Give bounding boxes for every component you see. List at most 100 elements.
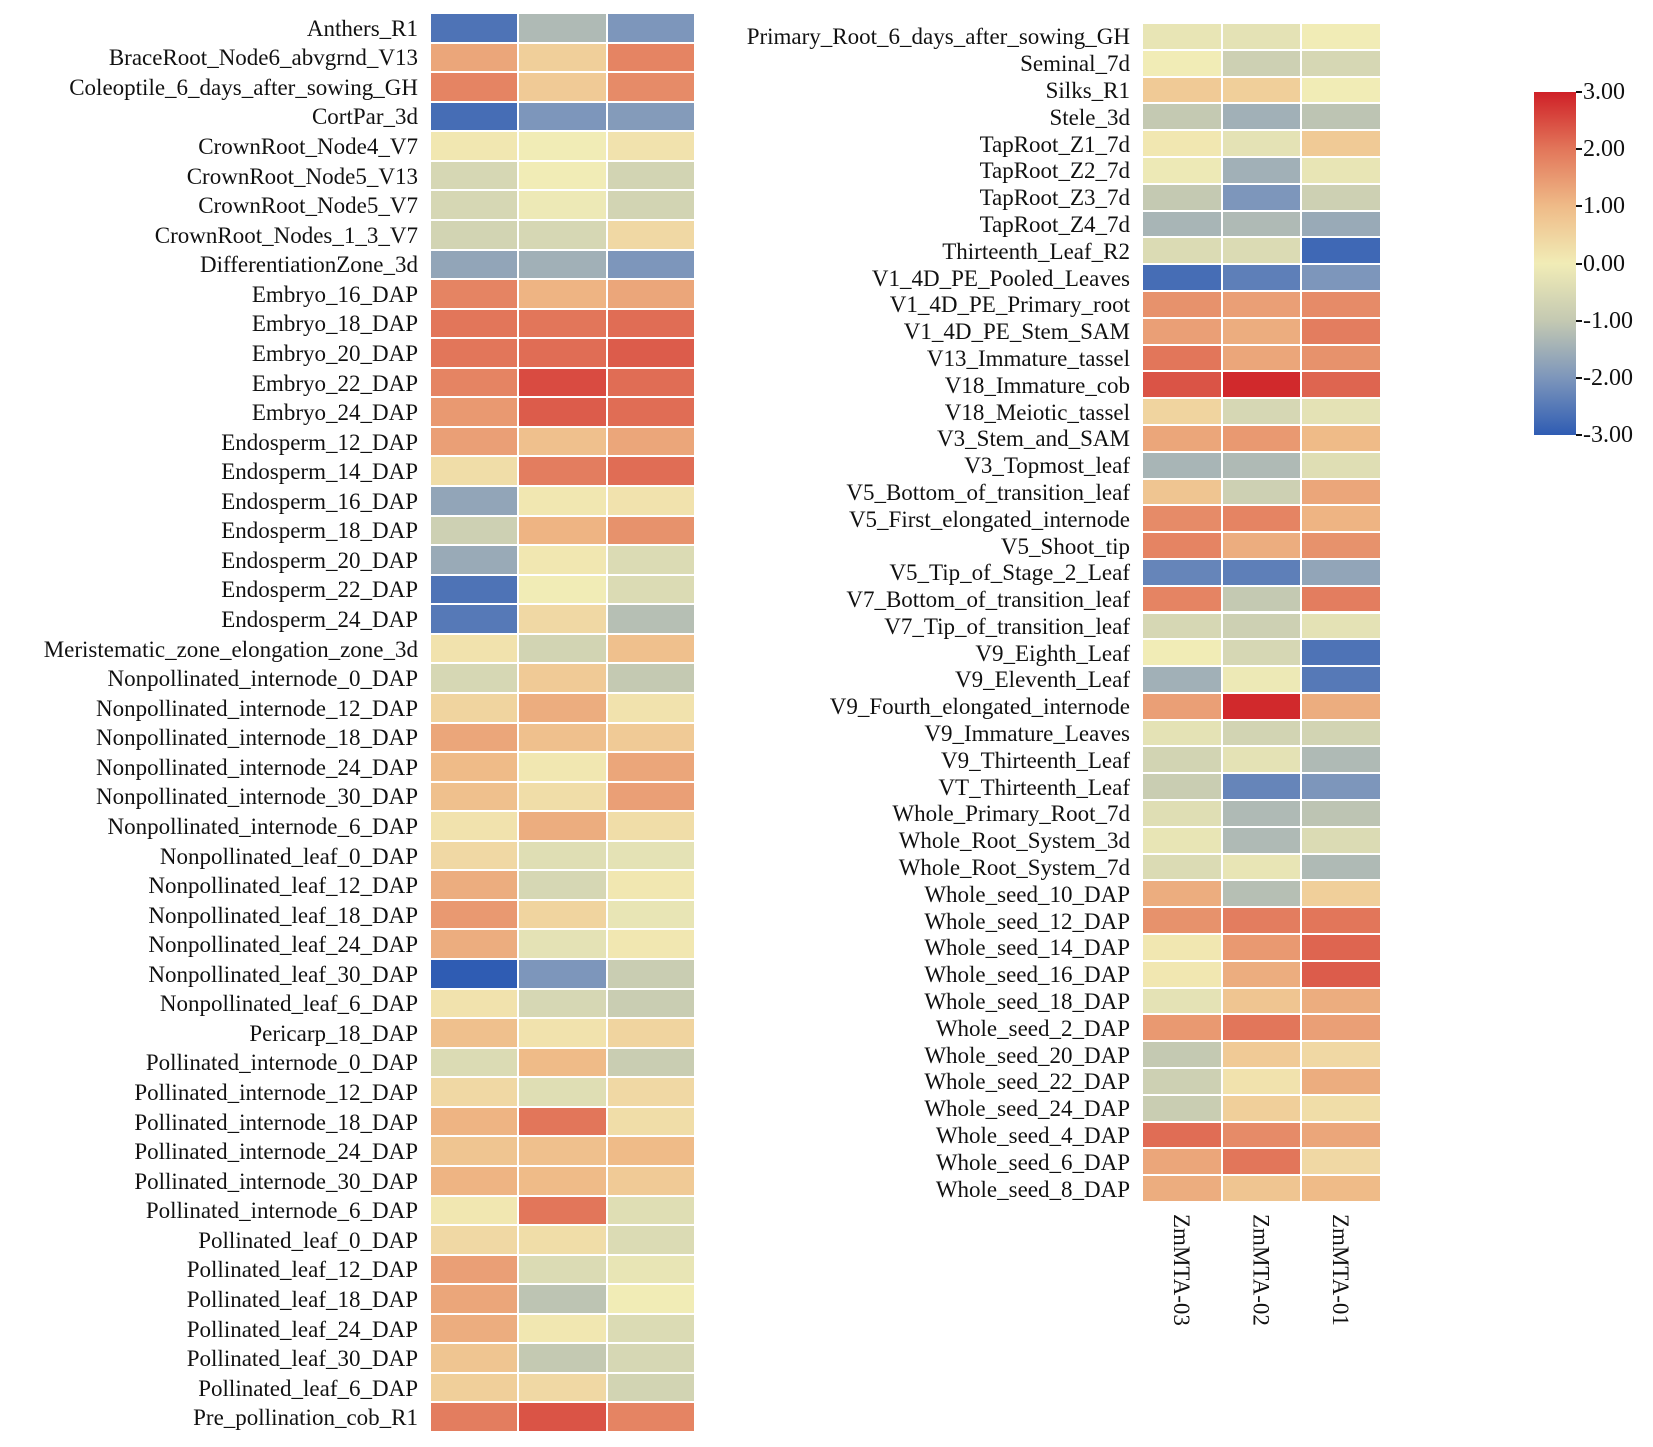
heatmap-cell: [1142, 746, 1222, 774]
heatmap-cell: [1301, 585, 1381, 613]
heatmap-cell: [1301, 639, 1381, 667]
row-label: Endosperm_20_DAP: [221, 547, 418, 573]
heatmap-cell: [1301, 746, 1381, 774]
heatmap-cell: [606, 1343, 695, 1373]
row-label: Pollinated_leaf_18_DAP: [186, 1286, 418, 1312]
heatmap-cell: [518, 988, 607, 1019]
heatmap-cell: [1301, 76, 1381, 104]
heatmap-cell: [430, 604, 519, 634]
heatmap-cell: [1301, 398, 1381, 425]
heatmap-cell: [518, 249, 607, 280]
colorbar-tick: [1576, 148, 1582, 151]
heatmap-cell: [1301, 478, 1381, 506]
heatmap-cell: [606, 338, 695, 368]
heatmap-cell: [606, 1195, 695, 1226]
heatmap-cell: [1221, 290, 1302, 318]
heatmap-cell: [430, 959, 519, 989]
heatmap-cell: [1301, 183, 1381, 211]
colorbar-tick: [1576, 319, 1582, 322]
heatmap-cell: [606, 781, 695, 812]
column-label: ZmMTA-01: [1328, 1214, 1354, 1326]
heatmap-cell: [518, 1343, 607, 1373]
heatmap-cell: [518, 545, 607, 575]
heatmap-cell: [518, 722, 607, 753]
row-label: Endosperm_22_DAP: [221, 577, 418, 603]
row-label: Nonpollinated_internode_24_DAP: [96, 754, 418, 780]
heatmap-cell: [1142, 1121, 1222, 1149]
row-label: V5_First_elongated_internode: [848, 506, 1130, 532]
heatmap-cell: [606, 249, 695, 280]
row-label: Pollinated_internode_6_DAP: [145, 1198, 418, 1224]
heatmap-cell: [1142, 532, 1222, 559]
heatmap-cell: [1221, 23, 1302, 50]
row-label: Nonpollinated_leaf_30_DAP: [148, 961, 418, 987]
heatmap-cell: [518, 840, 607, 871]
heatmap-cell: [1221, 317, 1302, 345]
heatmap-cell: [1142, 773, 1222, 801]
heatmap-cell: [430, 663, 519, 693]
row-label: TapRoot_Z2_7d: [979, 158, 1130, 184]
heatmap-cell: [606, 1225, 695, 1255]
heatmap-cell: [518, 486, 607, 516]
colorbar-tick-label: 1.00: [1583, 193, 1625, 220]
heatmap-cell: [606, 1254, 695, 1285]
row-label: TapRoot_Z1_7d: [979, 131, 1130, 157]
row-label: V3_Stem_and_SAM: [937, 426, 1130, 452]
heatmap-cell: [1301, 344, 1381, 372]
heatmap-cell: [430, 1284, 519, 1314]
heatmap-cell: [430, 1136, 519, 1166]
heatmap-cell: [430, 988, 519, 1019]
row-label: CrownRoot_Nodes_1_3_V7: [154, 222, 418, 248]
row-label: Embryo_18_DAP: [251, 311, 418, 337]
heatmap-cell: [1142, 800, 1222, 827]
heatmap-cell: [606, 1136, 695, 1166]
heatmap-cell: [430, 1254, 519, 1285]
row-label: V9_Thirteenth_Leaf: [940, 747, 1130, 773]
heatmap-cell: [1142, 398, 1222, 425]
heatmap-cell: [430, 781, 519, 812]
heatmap-cell: [1301, 826, 1381, 854]
heatmap-cell: [1301, 237, 1381, 265]
heatmap-cell: [518, 101, 607, 132]
row-label: Whole_seed_6_DAP: [935, 1149, 1130, 1175]
row-label: V5_Shoot_tip: [1000, 533, 1130, 559]
row-label: Whole_seed_24_DAP: [924, 1096, 1130, 1122]
heatmap-cell: [1301, 1041, 1381, 1068]
heatmap-cell: [518, 604, 607, 634]
heatmap-cell: [430, 633, 519, 664]
colorbar-tick-label: -2.00: [1583, 364, 1633, 391]
heatmap-cell: [430, 101, 519, 132]
row-label: Meristematic_zone_elongation_zone_3d: [43, 636, 418, 662]
row-label: Whole_seed_18_DAP: [924, 989, 1130, 1015]
heatmap-cell: [430, 1402, 519, 1432]
heatmap-cell: [1142, 183, 1222, 211]
heatmap-cell: [1301, 1121, 1381, 1149]
row-label: Whole_seed_16_DAP: [924, 962, 1130, 988]
row-label: Whole_seed_14_DAP: [924, 935, 1130, 961]
heatmap-cell: [518, 456, 607, 486]
heatmap-cell: [430, 1018, 519, 1048]
row-label: Embryo_20_DAP: [251, 340, 418, 366]
heatmap-cell: [430, 131, 519, 161]
heatmap-cell: [1221, 558, 1302, 586]
row-label: Whole_Root_System_3d: [898, 828, 1130, 854]
heatmap-cell: [1221, 103, 1302, 131]
heatmap-cell: [1221, 1121, 1302, 1149]
row-label: Pollinated_leaf_24_DAP: [186, 1316, 418, 1342]
row-label: Endosperm_16_DAP: [221, 488, 418, 514]
heatmap-cell: [1142, 344, 1222, 372]
row-label: Endosperm_14_DAP: [221, 459, 418, 485]
heatmap-cell: [1142, 853, 1222, 881]
heatmap-cell: [606, 752, 695, 782]
row-label: Pollinated_leaf_0_DAP: [198, 1227, 418, 1253]
column-label: ZmMTA-03: [1168, 1214, 1194, 1326]
heatmap-cell: [1221, 639, 1302, 667]
row-label: Silks_R1: [1045, 77, 1130, 103]
row-label: Nonpollinated_internode_6_DAP: [107, 813, 418, 839]
row-label: Pollinated_internode_0_DAP: [145, 1050, 418, 1076]
row-label: Nonpollinated_internode_30_DAP: [96, 784, 418, 810]
heatmap-cell: [518, 1047, 607, 1078]
heatmap-cell: [430, 1195, 519, 1226]
heatmap-cell: [1142, 612, 1222, 640]
